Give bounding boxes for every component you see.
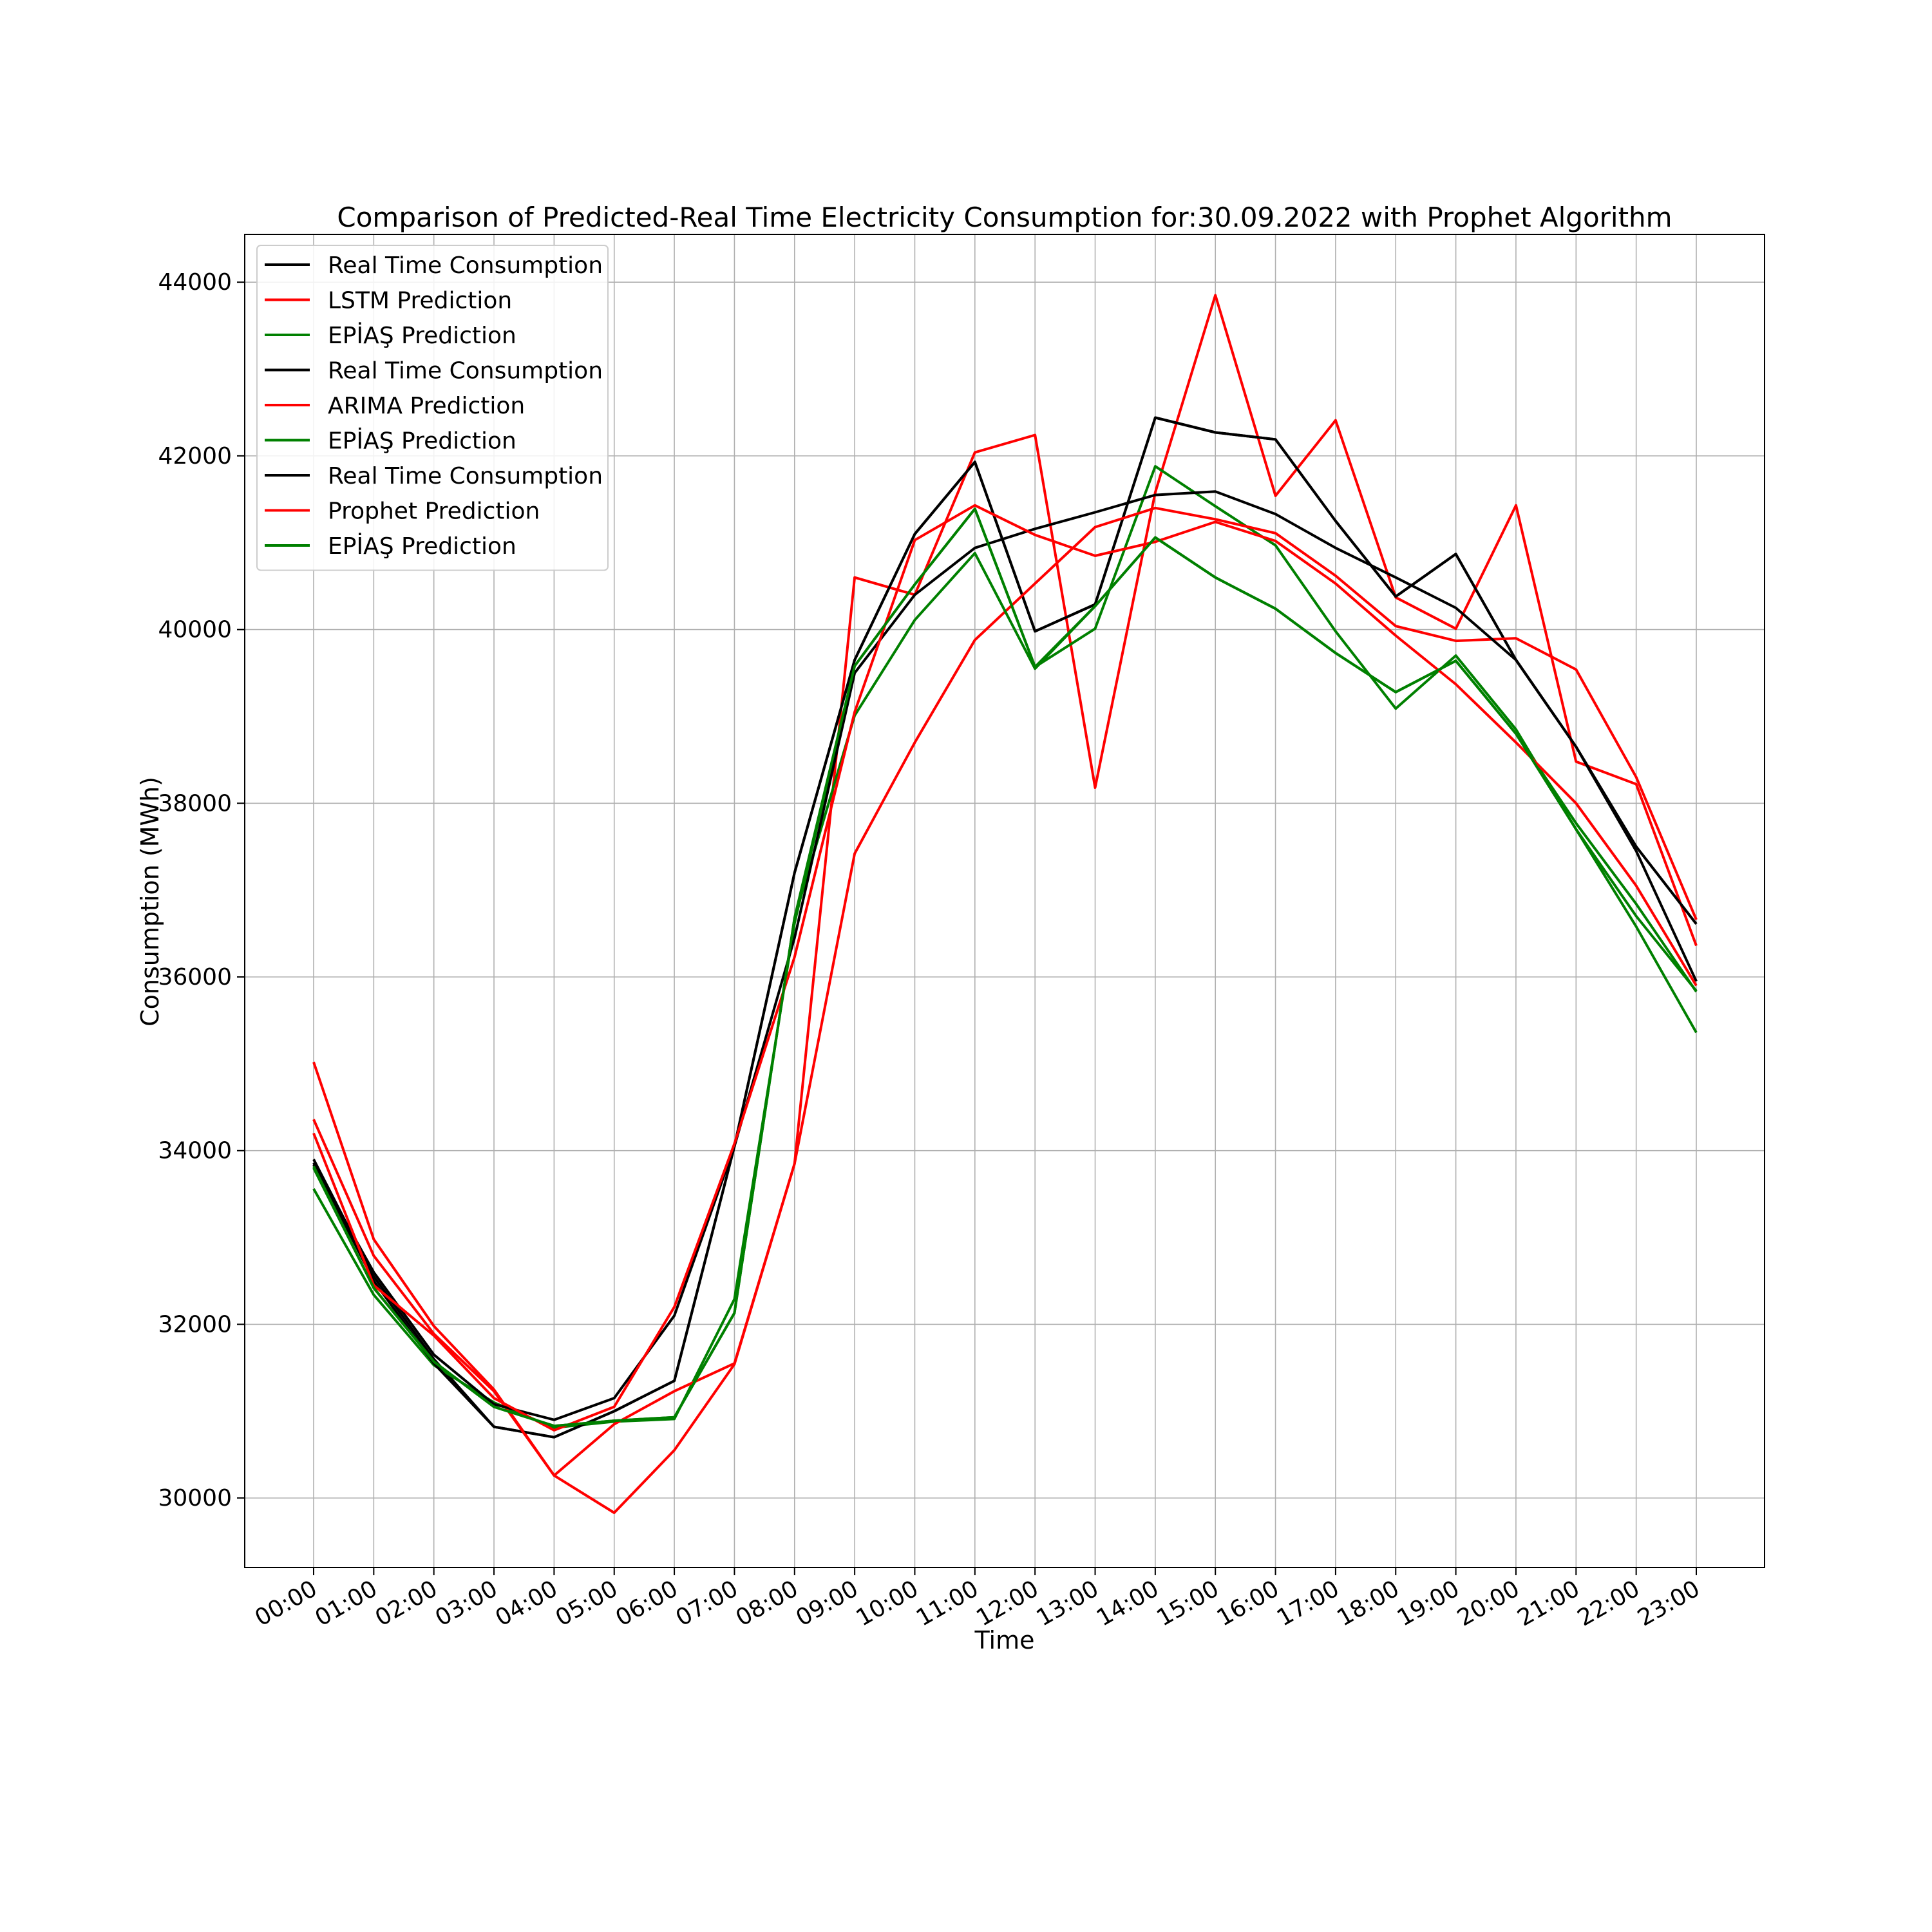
legend-label: LSTM Prediction	[328, 288, 512, 314]
legend-label: Real Time Consumption	[328, 463, 603, 489]
y-tick-label: 42000	[158, 443, 232, 469]
series-line-3	[312, 416, 1698, 1439]
y-tick-label: 30000	[158, 1485, 232, 1511]
y-tick-label: 32000	[158, 1311, 232, 1338]
plot-frame	[244, 234, 1765, 1568]
series-line-8	[312, 507, 1698, 1428]
y-tick-label: 34000	[158, 1138, 232, 1164]
chart-title: Comparison of Predicted-Real Time Electr…	[337, 202, 1672, 233]
legend-label: EPİAŞ Prediction	[328, 322, 516, 349]
legend: Real Time Consumption LSTM Prediction EPİA…	[256, 245, 609, 571]
legend-box	[256, 245, 609, 571]
legend-label: EPİAŞ Prediction	[328, 533, 516, 560]
y-axis-label: Consumption (MWh)	[136, 777, 164, 1027]
legend-label: EPİAŞ Prediction	[328, 428, 516, 455]
legend-label: Prophet Prediction	[328, 498, 540, 525]
series-layer	[312, 294, 1698, 1514]
legend-label: Real Time Consumption	[328, 358, 603, 384]
y-tick-label: 40000	[158, 617, 232, 643]
y-tick-label: 38000	[158, 790, 232, 817]
y-tick-label: 44000	[158, 269, 232, 296]
y-tick-label: 36000	[158, 964, 232, 990]
series-line-7	[312, 504, 1698, 1432]
series-line-6	[312, 490, 1698, 1421]
legend-label: ARIMA Prediction	[328, 393, 525, 419]
x-axis-label: Time	[974, 1626, 1035, 1654]
legend-label: Real Time Consumption	[328, 252, 603, 279]
